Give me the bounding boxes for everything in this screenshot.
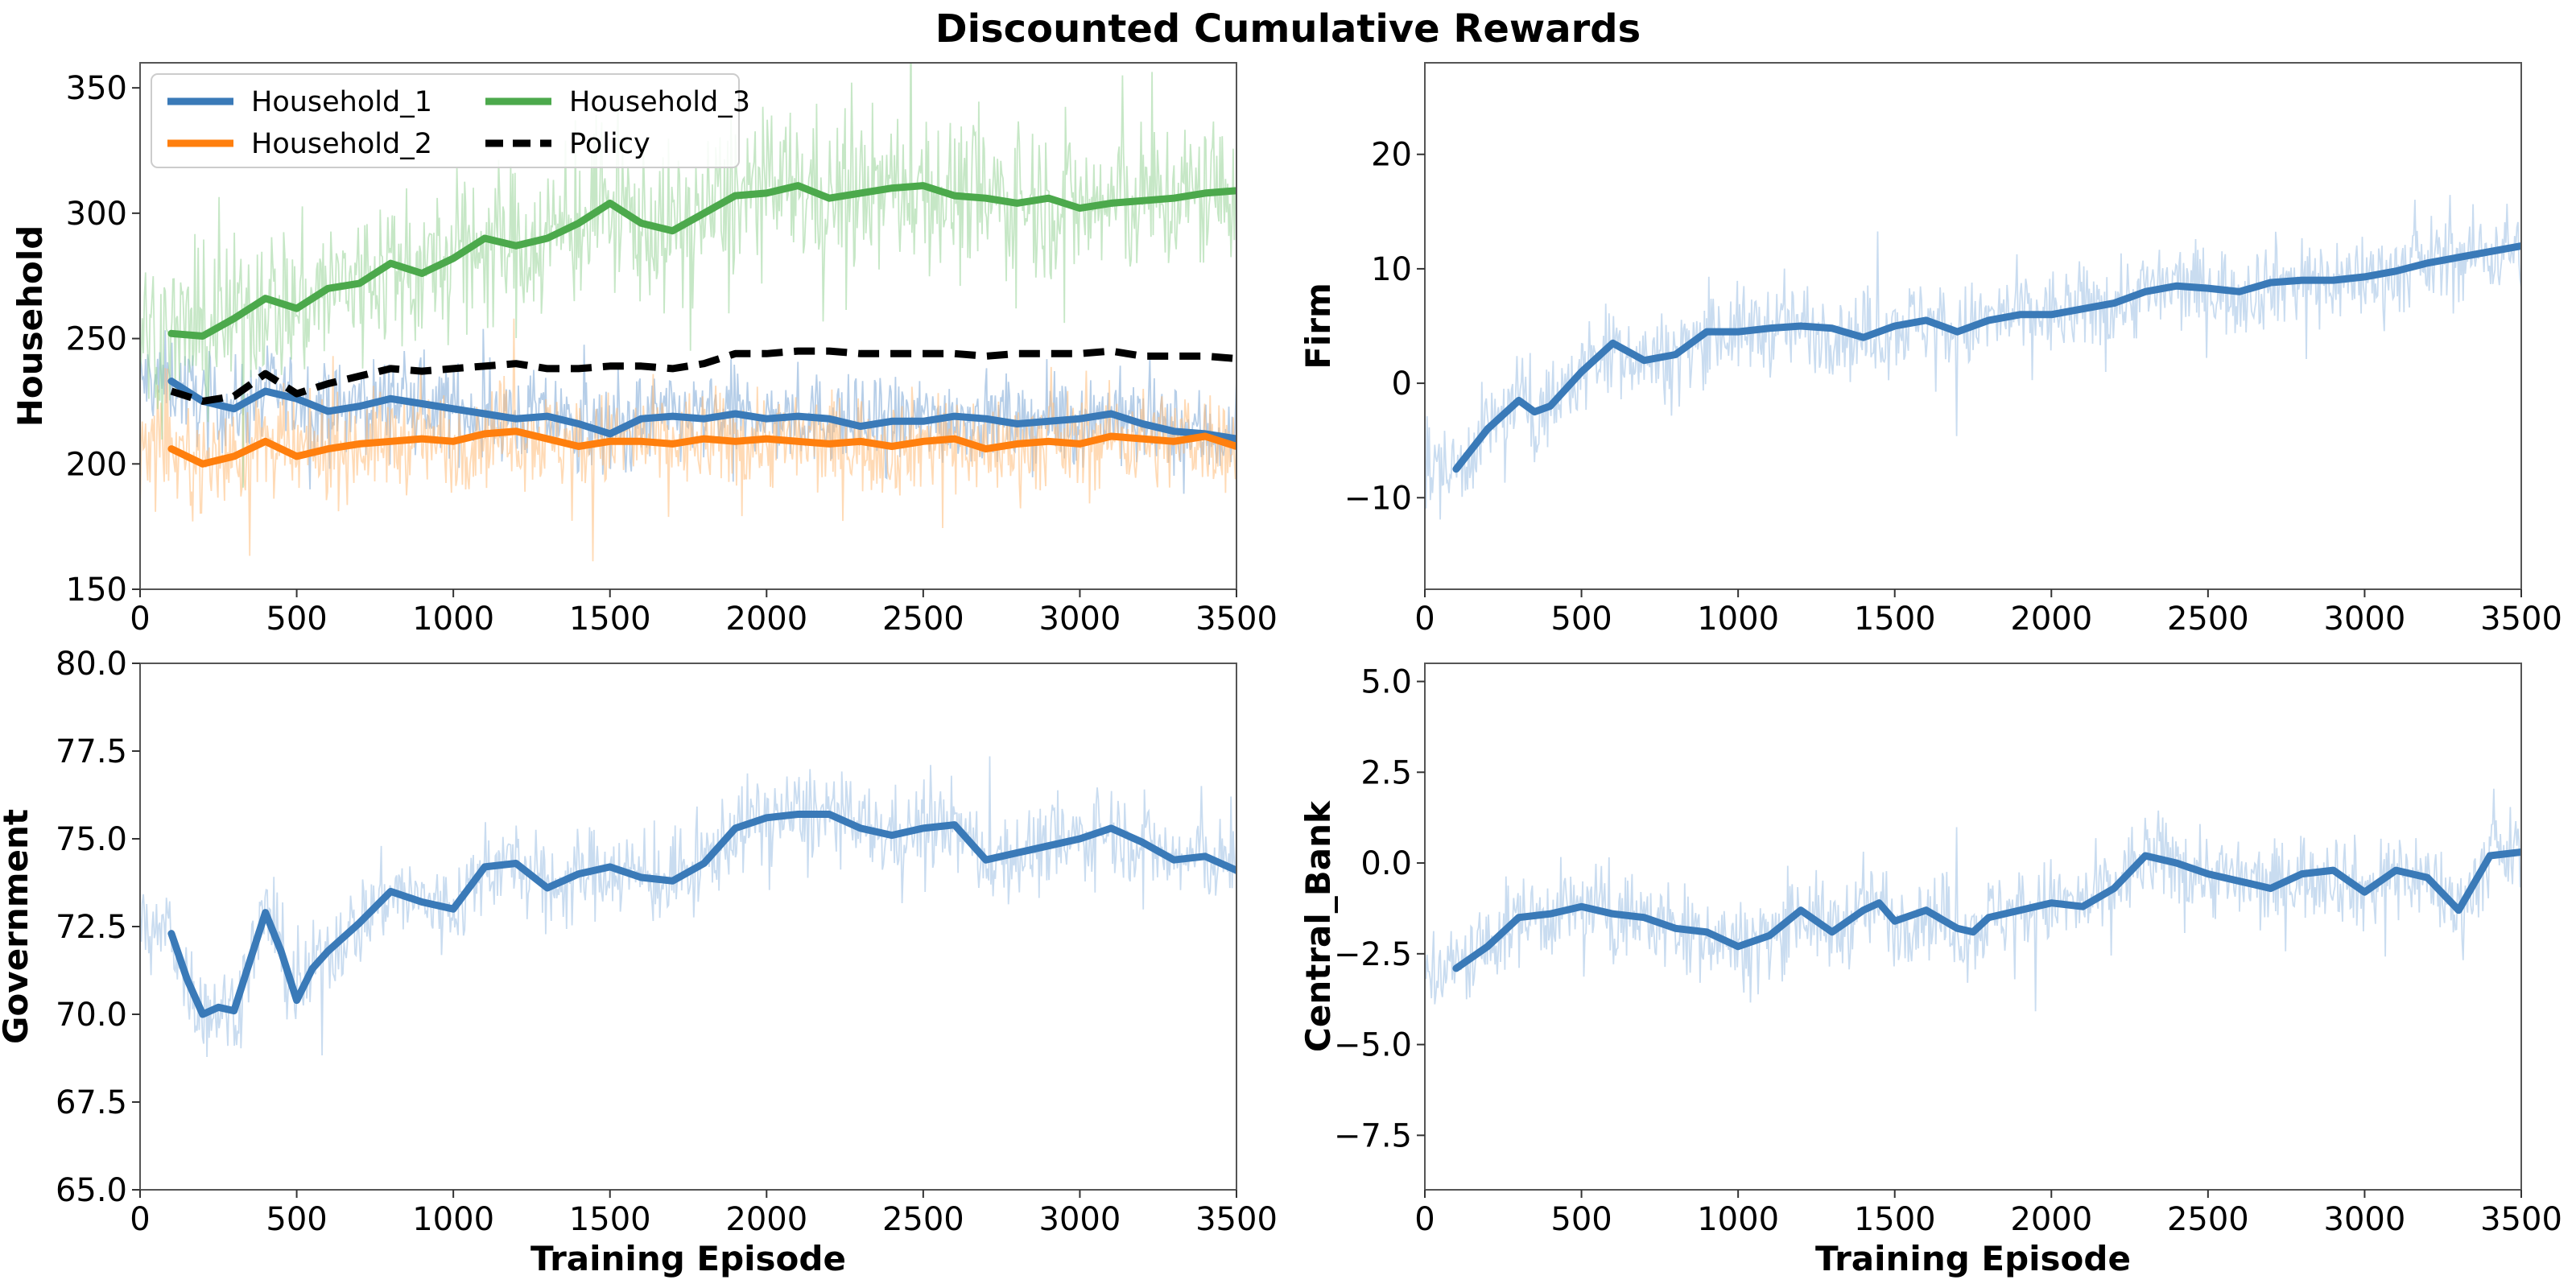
x-tick-label: 0 [1414, 1201, 1435, 1238]
raw-trace-series [140, 756, 1236, 1058]
y-tick-label: 300 [66, 196, 127, 233]
x-tick-label: 0 [1414, 601, 1435, 638]
legend-label-policy: Policy [569, 128, 650, 160]
x-tick-label: 2000 [725, 1201, 807, 1238]
y-tick-label: 5.0 [1360, 664, 1412, 701]
y-tick-label: 0.0 [1360, 845, 1412, 882]
x-tick-label: 1500 [1854, 1201, 1936, 1238]
x-tick-label: 2500 [882, 1201, 964, 1238]
panel-top-left: 0 500 1000 1500 2000 2500 3000 3500 150 200 250 300… [10, 62, 1278, 638]
raw-trace-series [1425, 788, 2521, 1012]
y-tick-label: 250 [66, 321, 127, 358]
x-tick-label: 1000 [1697, 1201, 1779, 1238]
x-tick-label: 3500 [1195, 601, 1278, 638]
x-tick-label: 3500 [1195, 1201, 1278, 1238]
x-tick-label: 1500 [569, 601, 651, 638]
x-tick-label: 3000 [2324, 1201, 2406, 1238]
x-tick-label: 500 [1550, 601, 1612, 638]
figure-title: Discounted Cumulative Rewards [935, 6, 1641, 52]
x-tick-label: 1000 [412, 601, 494, 638]
y-tick-label: −5.0 [1334, 1027, 1412, 1064]
axes-frame [139, 62, 1237, 590]
y-tick-label: 72.5 [56, 909, 127, 946]
series-line-main [167, 811, 1236, 1018]
x-axis-label: Training Episode [1815, 1239, 2131, 1278]
x-tick-label: 0 [130, 1201, 150, 1238]
y-tick-label: −7.5 [1334, 1117, 1412, 1154]
raw-trace-series [1425, 195, 2521, 520]
y-tick-label: 80.0 [56, 646, 127, 683]
x-tick-label: 3000 [2324, 601, 2406, 638]
y-tick-label: 75.0 [56, 821, 127, 858]
x-tick-label: 2500 [882, 601, 964, 638]
series-line-household_3 [167, 182, 1236, 340]
x-tick-label: 3500 [2480, 1201, 2562, 1238]
y-tick-label: −10 [1344, 480, 1412, 517]
x-tick-label: 500 [1550, 1201, 1612, 1238]
x-tick-label: 3000 [1039, 1201, 1121, 1238]
x-tick-label: 2500 [2167, 1201, 2249, 1238]
x-tick-label: 3500 [2480, 601, 2562, 638]
x-tick-label: 500 [266, 1201, 327, 1238]
y-tick-label: 20 [1371, 137, 1412, 174]
x-axis-label: Training Episode [530, 1239, 846, 1278]
series-line-household_2 [167, 427, 1236, 468]
y-tick-label: 10 [1371, 251, 1412, 288]
y-tick-label: 65.0 [56, 1172, 127, 1209]
legend-box [151, 73, 740, 168]
x-tick-label: 0 [130, 601, 150, 638]
x-tick-label: 500 [266, 601, 327, 638]
panel-bottom-left: 0 500 1000 1500 2000 2500 3000 3500 65.0 67.5 70.0… [0, 646, 1278, 1278]
x-tick-label: 3000 [1039, 601, 1121, 638]
y-axis-label: Firm [1298, 283, 1338, 369]
x-tick-label: 2000 [725, 601, 807, 638]
legend-label-household_2: Household_2 [251, 128, 432, 160]
x-tick-label: 1500 [1854, 601, 1936, 638]
axes-frame [1424, 663, 2522, 1191]
plot-area [140, 63, 1236, 562]
series-line-policy [170, 347, 1236, 405]
raw-trace-household_3 [140, 63, 1236, 488]
series-line-household_1 [167, 378, 1236, 443]
legend-label-household_3: Household_3 [569, 86, 750, 118]
y-axis-label: Central_Bank [1298, 800, 1338, 1052]
x-tick-label: 1000 [412, 1201, 494, 1238]
y-tick-label: 200 [66, 446, 127, 483]
panel-top-right: 0 500 1000 1500 2000 2500 3000 3500 −10 0 10 20 Firm [1298, 62, 2562, 638]
y-tick-label: 70.0 [56, 997, 127, 1034]
plot-area [1425, 788, 2521, 1012]
y-tick-label: 2.5 [1360, 754, 1412, 791]
y-tick-label: 77.5 [56, 733, 127, 770]
panel-bottom-right: 0 500 1000 1500 2000 2500 3000 3500 −7.5 −5.0 −2.5… [1298, 663, 2562, 1278]
y-tick-label: 67.5 [56, 1084, 127, 1121]
series-line-main [1452, 242, 2521, 473]
x-tick-label: 2500 [2167, 601, 2249, 638]
y-tick-label: 150 [66, 572, 127, 609]
y-axis-label: Government [0, 809, 35, 1044]
plot-area [140, 756, 1236, 1058]
y-tick-label: 350 [66, 70, 127, 107]
x-tick-label: 2000 [2010, 1201, 2092, 1238]
plot-area [1425, 195, 2521, 520]
x-tick-label: 2000 [2010, 601, 2092, 638]
x-tick-label: 1000 [1697, 601, 1779, 638]
y-tick-label: 0 [1392, 365, 1412, 402]
legend-label-household_1: Household_1 [251, 86, 432, 118]
legend: Household_1 Household_2 Household_3 Policy [151, 73, 750, 168]
y-axis-label: Household [10, 225, 50, 427]
axes-frame [1424, 62, 2522, 590]
series-line-main [1452, 848, 2521, 972]
x-tick-label: 1500 [569, 1201, 651, 1238]
y-tick-label: −2.5 [1334, 936, 1412, 973]
